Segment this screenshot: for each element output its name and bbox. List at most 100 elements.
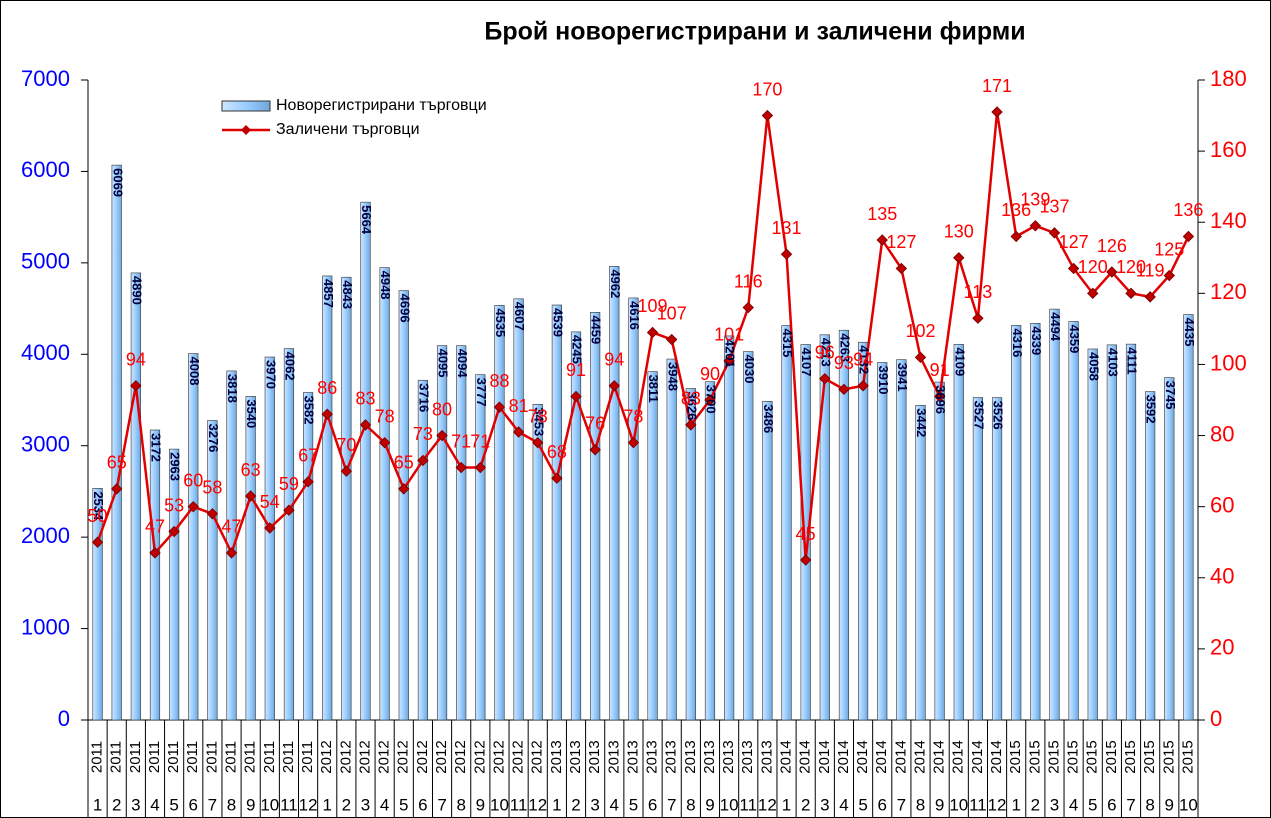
x-year-label: 2015 [1141, 740, 1158, 773]
x-year-label: 2012 [414, 740, 431, 773]
x-year-label: 2014 [854, 740, 871, 773]
line-marker [1067, 262, 1080, 275]
line-marker [244, 490, 257, 502]
x-month-label: 9 [705, 795, 714, 814]
x-month-label: 1 [782, 795, 791, 814]
bar [417, 379, 428, 721]
bar [647, 371, 658, 721]
x-year-label: 2014 [950, 740, 967, 773]
bar [532, 403, 543, 721]
x-month-label: 8 [227, 795, 236, 814]
bar-value-label: 4359 [1067, 324, 1082, 353]
bar-value-label: 3527 [971, 401, 986, 430]
bar [264, 356, 275, 721]
x-year-label: 2014 [835, 740, 852, 773]
line-value-label: 71 [451, 431, 471, 451]
bar [283, 348, 295, 721]
line-marker [589, 444, 601, 456]
bar [743, 351, 754, 721]
x-year-label: 2013 [701, 740, 718, 773]
line-marker [761, 109, 774, 122]
legend-marker [241, 125, 251, 135]
bar [609, 266, 620, 721]
x-month-label: 4 [150, 795, 159, 814]
x-month-label: 9 [476, 795, 485, 814]
bar [188, 353, 199, 721]
x-year-label: 2011 [184, 741, 201, 773]
y-tick-label: 5000 [21, 249, 70, 274]
line-marker [991, 106, 1003, 118]
x-month-label: 7 [1126, 795, 1135, 814]
bar [1106, 344, 1117, 721]
x-year-label: 2013 [624, 740, 641, 773]
line-marker [646, 326, 659, 339]
x-year-label: 2011 [108, 741, 125, 773]
bar [245, 396, 256, 721]
line-marker [1144, 291, 1156, 303]
bar-value-label: 4339 [1029, 326, 1044, 355]
line-value-label: 60 [183, 470, 203, 490]
x-year-label: 2015 [1103, 740, 1120, 773]
x-month-label: 5 [399, 795, 408, 814]
bar [149, 429, 161, 721]
bar-value-label: 4616 [627, 301, 642, 330]
y-tick-label: 4000 [21, 340, 70, 365]
line-value-label: 93 [834, 353, 854, 373]
line-marker [474, 461, 487, 474]
x-month-label: 3 [131, 795, 140, 814]
x-year-label: 2014 [816, 740, 833, 773]
bar [838, 329, 850, 721]
bar-value-label: 3453 [531, 407, 546, 436]
x-month-label: 3 [1050, 795, 1059, 814]
line-marker [857, 380, 869, 392]
x-year-label: 2012 [337, 740, 354, 773]
line-marker [1182, 230, 1195, 243]
line-marker [1087, 287, 1099, 300]
line-marker [532, 436, 544, 449]
line-value-label: 91 [930, 360, 950, 380]
line-value-label: 71 [470, 431, 490, 451]
x-month-label: 11 [969, 795, 987, 814]
x-month-label: 2 [1031, 795, 1040, 814]
bar-value-label: 3948 [665, 362, 680, 391]
bar-value-label: 4535 [493, 308, 508, 337]
bar-value-label: 4263 [838, 333, 853, 362]
x-month-label: 11 [739, 795, 757, 814]
bar-value-label: 4111 [1125, 347, 1140, 375]
line-value-label: 120 [1078, 257, 1108, 277]
line-value-label: 102 [905, 321, 935, 341]
line-value-label: 137 [1039, 197, 1069, 217]
x-year-label: 2013 [567, 740, 584, 773]
bar-value-label: 3811 [646, 375, 661, 403]
bar [704, 381, 716, 721]
x-month-label: 2 [571, 795, 580, 814]
bar-value-label: 3716 [416, 383, 431, 412]
bar-value-label: 3592 [1144, 395, 1159, 424]
line-value-label: 65 [394, 453, 414, 473]
bar [781, 325, 792, 721]
bar-value-label: 5664 [359, 205, 374, 235]
bar-value-label: 4948 [378, 271, 393, 300]
line-value-label: 53 [164, 495, 184, 515]
x-year-label: 2014 [969, 740, 986, 773]
x-year-label: 2011 [89, 741, 106, 773]
line-value-label: 126 [1097, 236, 1127, 256]
x-month-label: 6 [418, 795, 427, 814]
x-year-label: 2013 [720, 740, 737, 773]
x-month-label: 2 [801, 795, 810, 814]
x-month-label: 9 [246, 795, 255, 814]
bar-value-label: 4435 [1182, 318, 1197, 347]
bar [896, 359, 907, 721]
x-year-label: 2015 [1122, 740, 1139, 773]
line-value-label: 73 [413, 424, 433, 444]
x-month-label: 6 [648, 795, 657, 814]
bar [169, 448, 180, 721]
x-year-label: 2011 [127, 741, 144, 773]
x-month-label: 10 [490, 795, 509, 814]
bar-value-label: 2534 [91, 491, 106, 521]
y2-tick-label: 40 [1210, 564, 1234, 589]
x-month-label: 12 [988, 795, 1007, 814]
line-value-label: 136 [1001, 200, 1031, 220]
x-year-label: 2013 [739, 740, 756, 773]
